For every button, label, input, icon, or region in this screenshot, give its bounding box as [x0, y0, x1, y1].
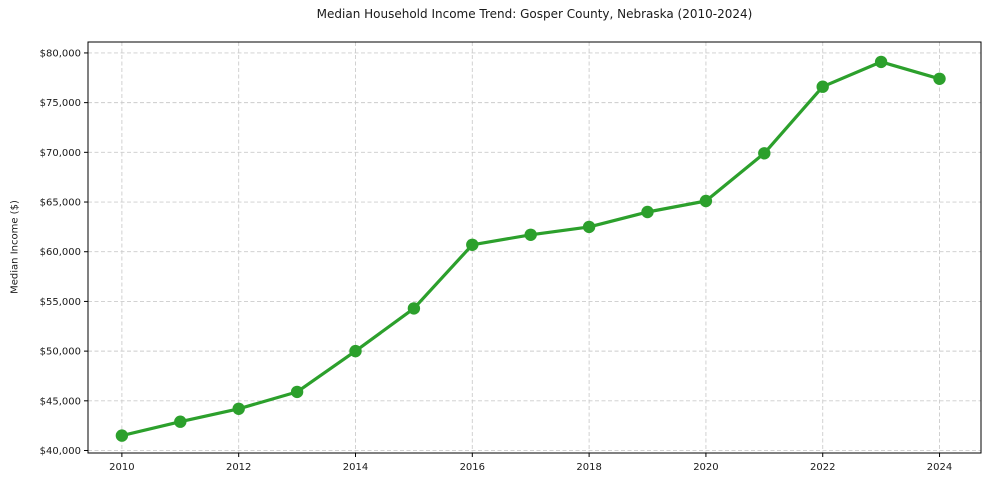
plot-frame	[87, 41, 982, 454]
data-point-2016	[466, 238, 479, 251]
data-point-2015	[407, 302, 421, 315]
data-point-2022	[816, 80, 829, 93]
data-point-2024	[933, 72, 946, 86]
y-tick-label: $75,000	[40, 98, 81, 109]
x-tick-label: 2012	[226, 462, 251, 473]
x-tick-label: 2014	[343, 462, 368, 473]
data-point-2010	[115, 429, 129, 442]
data-point-2012	[232, 402, 245, 415]
x-tick-label: 2016	[460, 462, 485, 473]
data-point-2018	[582, 220, 596, 234]
chart-title: Median Household Income Trend: Gosper Co…	[316, 7, 753, 21]
plot-background	[88, 42, 981, 453]
x-tick-label: 2024	[927, 462, 952, 473]
x-tick-label: 2020	[693, 462, 718, 473]
data-point-2017	[524, 228, 537, 241]
data-point-2013	[290, 385, 304, 399]
data-point-2019	[641, 205, 654, 219]
y-tick-label: $80,000	[40, 48, 81, 59]
x-tick-label: 2018	[576, 462, 601, 473]
y-tick-label: $55,000	[40, 297, 81, 308]
x-tick-label: 2022	[810, 462, 835, 473]
y-tick-label: $45,000	[40, 396, 81, 407]
x-tick-label: 2010	[109, 462, 134, 473]
y-tick-label: $60,000	[40, 247, 81, 258]
data-point-2014	[349, 344, 362, 358]
data-point-2021	[758, 147, 771, 160]
y-tick-label: $40,000	[40, 446, 81, 457]
y-tick-label: $50,000	[40, 347, 81, 358]
data-point-2011	[174, 415, 187, 428]
y-tick-label: $70,000	[40, 148, 81, 159]
data-point-2023	[874, 55, 888, 69]
data-point-2020	[699, 194, 713, 208]
y-tick-label: $65,000	[40, 198, 81, 209]
